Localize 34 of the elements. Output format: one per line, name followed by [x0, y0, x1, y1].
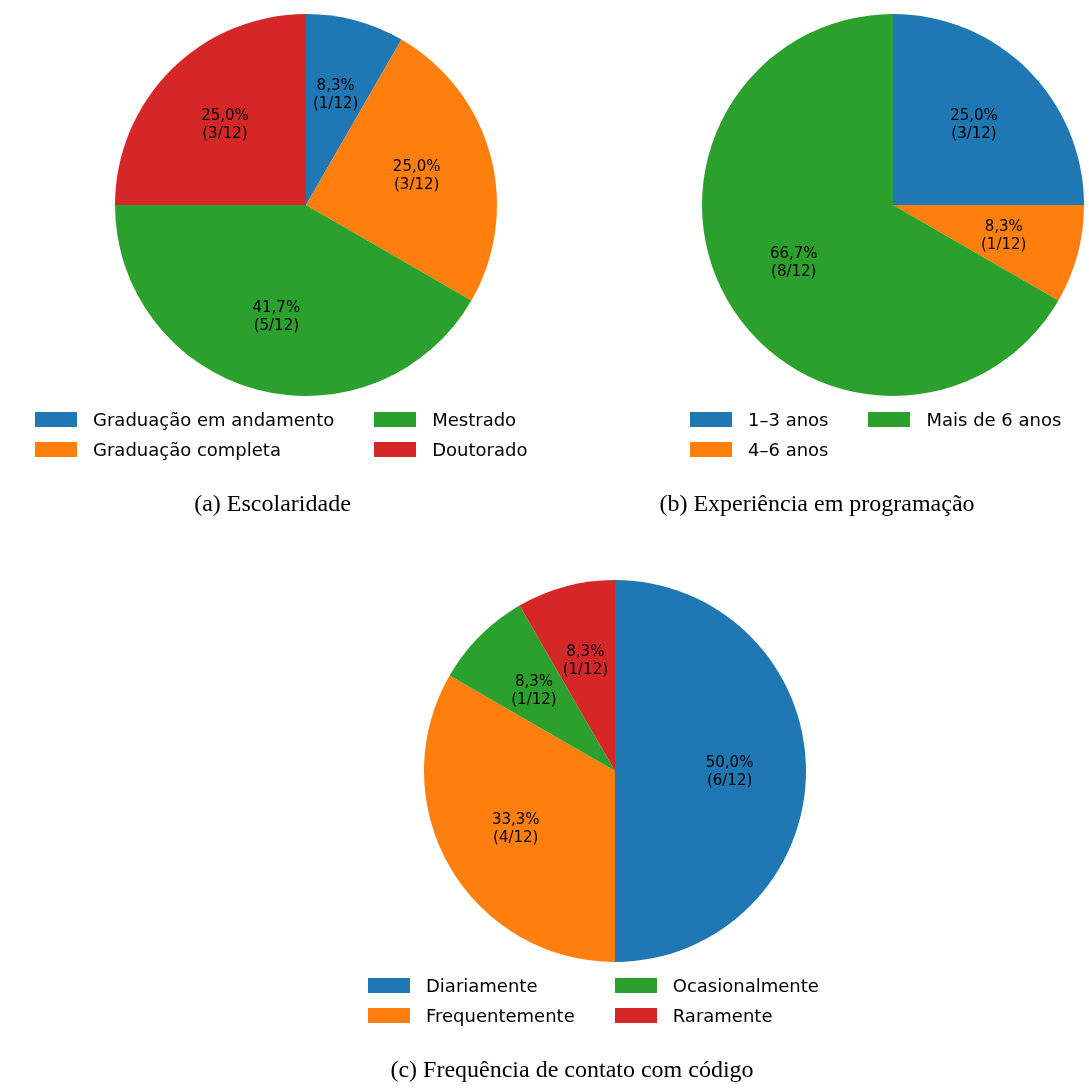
legend-label: Graduação completa: [93, 438, 281, 460]
text: (b) Experiência em programação: [658, 490, 976, 517]
legend-label: Ocasionalmente: [672, 974, 819, 996]
legend-label: Mais de 6 anos: [926, 408, 1062, 430]
legend-label: Raramente: [672, 1004, 773, 1026]
pie-slice: [115, 14, 306, 205]
data-label: 41,7% (5/12): [252, 297, 301, 334]
legend-label: Mestrado: [432, 408, 517, 430]
data-label: 25,0% (3/12): [950, 105, 998, 142]
legend-label: 4–6 anos: [748, 438, 829, 460]
data-label: 8,3% (1/12): [981, 216, 1027, 253]
pie-slice: [306, 39, 497, 301]
legend-label: 1–3 anos: [748, 408, 829, 430]
pie-slice: [115, 205, 472, 396]
legend-label: Graduação em andamento: [93, 408, 335, 430]
legend-label: Frequentemente: [426, 1004, 575, 1026]
data-label: 8,3% (1/12): [562, 642, 609, 679]
legend-label: Diariamente: [426, 974, 538, 996]
data-label: 66,7% (8/12): [769, 244, 818, 281]
pie-slice: [449, 605, 615, 771]
data-label: 8,3% (1/12): [312, 76, 359, 113]
legend-label: Doutorado: [432, 438, 528, 460]
data-label: 50,0% (6/12): [705, 753, 754, 789]
pie-slice: [615, 580, 806, 962]
data-label: 8,3% (1/12): [511, 671, 557, 708]
pie-slice: [702, 14, 1059, 396]
text: (c) Frequência de contato com código: [389, 1056, 755, 1083]
data-label: 25,0% (3/12): [392, 157, 441, 194]
pie-slice: [893, 205, 1084, 301]
data-label: 33,3% (4/12): [491, 810, 540, 847]
data-label: 25,0% (3/12): [201, 105, 249, 142]
pie-slice: [893, 14, 1084, 205]
pie-slice: [424, 675, 615, 962]
text: (a) Escolaridade: [193, 490, 352, 517]
